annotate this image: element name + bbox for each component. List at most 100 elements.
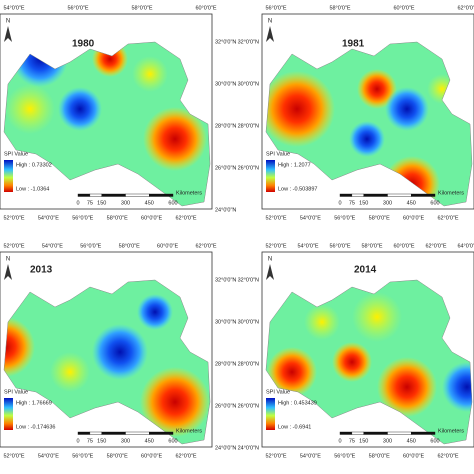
scale-unit: Kilometers [438,428,464,434]
lon-label: 56°0'0"E [329,243,350,249]
lat-label: 32°0'0"N [215,39,236,45]
surface-blob [58,87,102,131]
north-label: N [6,257,10,263]
north-arrow [266,264,274,280]
legend-ramp [266,160,275,192]
lon-label: 56°0'0"E [67,5,88,11]
lat-label: 28°0'0"N [215,361,236,367]
legend-low: Low : -0.503897 [278,186,317,192]
lon-label: 56°0'0"E [72,453,93,459]
lon-label: 62°0'0"E [425,243,446,249]
surface-blob [377,357,437,417]
scale-label: 75 [349,200,355,206]
lon-label: 62°0'0"E [437,215,458,221]
spi-surface [4,42,210,206]
scale-segment [101,431,126,435]
lon-label: 52°0'0"E [265,215,286,221]
scale-segment [411,193,436,197]
scale-label: 450 [407,200,416,206]
scale-label: 600 [168,438,177,444]
lon-label: 60°0'0"E [141,215,162,221]
lon-label: 54°0'0"E [42,243,63,249]
surface-blob [5,84,55,134]
scale-unit: Kilometers [176,428,202,434]
lon-label: 52°0'0"E [265,243,286,249]
scale-label: 300 [383,200,392,206]
surface-blob [266,71,335,147]
lon-label: 58°0'0"E [369,453,390,459]
legend-ramp [4,160,13,192]
lat-label: 28°0'0"N [238,361,259,367]
lon-label: 54°0'0"E [3,5,24,11]
surface-blob [349,121,385,157]
scale-label: 0 [76,200,79,206]
north-label: N [6,19,10,25]
surface-blob [357,69,397,109]
legend-ramp [4,398,13,430]
map-panel: 1980 N SPI Value High : 0.73302 Low : -1.036… [0,5,236,221]
lon-label: 60°0'0"E [157,243,178,249]
panel-title: 1981 [342,39,365,50]
legend-high: High : 0.73302 [16,162,52,168]
lon-label: 58°0'0"E [369,215,390,221]
lon-label: 62°0'0"E [437,453,458,459]
lon-label: 60°0'0"E [195,5,216,11]
scale-label: 600 [430,200,439,206]
scale-label: 300 [121,200,130,206]
lon-label: 56°0'0"E [72,215,93,221]
legend-high: High : 1.2077 [278,162,311,168]
boundary [3,279,211,445]
lon-label: 60°0'0"E [403,215,424,221]
surface-blob [352,292,402,342]
legend-low: Low : -0.6941 [278,424,311,430]
scale-segment [351,193,364,197]
lat-label: 32°0'0"N [238,39,259,45]
scale-segment [89,193,102,197]
legend-title: SPI Value [266,389,290,395]
north-arrow [4,264,12,280]
lon-label: 52°0'0"E [3,215,24,221]
lat-label: 24°0'0"N [215,445,236,451]
lon-label: 60°0'0"E [403,453,424,459]
lon-label: 54°0'0"E [38,453,59,459]
scale-label: 450 [145,200,154,206]
lon-label: 58°0'0"E [329,5,350,11]
lon-label: 54°0'0"E [297,243,318,249]
lon-label: 62°0'0"E [175,453,196,459]
surface-blob [140,367,210,437]
lon-label: 52°0'0"E [265,453,286,459]
lon-label: 56°0'0"E [334,453,355,459]
scale-label: 0 [76,438,79,444]
lat-label: 30°0'0"N [238,81,259,87]
scale-segment [149,193,174,197]
lon-label: 54°0'0"E [38,215,59,221]
lon-label: 60°0'0"E [393,243,414,249]
scale-label: 0 [338,200,341,206]
north-label: N [268,257,272,263]
lon-label: 62°0'0"E [175,215,196,221]
panel-title: 2013 [30,265,53,276]
legend-low: Low : -0.174636 [16,424,55,430]
lon-label: 52°0'0"E [3,453,24,459]
surface-blob [50,352,90,392]
legend-high: High : 0.453439 [278,400,317,406]
scale-label: 450 [407,438,416,444]
scale-label: 75 [87,200,93,206]
scale-label: 600 [168,200,177,206]
lon-label: 58°0'0"E [107,215,128,221]
surface-blob [304,304,340,340]
lat-label: 32°0'0"N [215,277,236,283]
scale-label: 0 [338,438,341,444]
legend-high: High : 1.76669 [16,400,52,406]
north-label: N [268,19,272,25]
legend-title: SPI Value [4,151,28,157]
scale-label: 600 [430,438,439,444]
scale-segment [125,431,150,435]
legend-ramp [266,398,275,430]
lon-label: 56°0'0"E [80,243,101,249]
lon-label: 58°0'0"E [361,243,382,249]
surface-blob [132,56,168,92]
lat-label: 30°0'0"N [215,81,236,87]
boundary [3,41,211,207]
lon-label: 52°0'0"E [3,243,24,249]
